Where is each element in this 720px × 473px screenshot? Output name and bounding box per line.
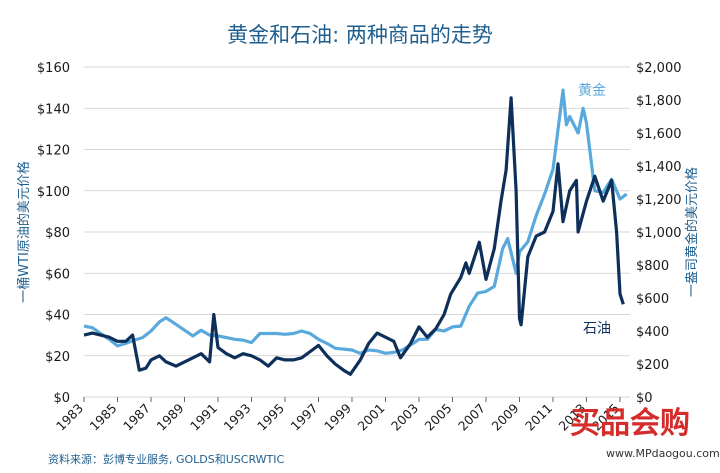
oil-line bbox=[83, 96, 625, 376]
x-tick-label: 2011 bbox=[522, 401, 555, 434]
x-tick-label: 1989 bbox=[154, 400, 187, 433]
right-tick-label: $1,600 bbox=[636, 127, 682, 142]
left-tick-label: $100 bbox=[37, 185, 70, 200]
right-tick-label: $400 bbox=[636, 325, 669, 340]
x-tick-label: 1999 bbox=[321, 400, 354, 433]
x-tick-label: 1985 bbox=[87, 401, 120, 434]
gold-line bbox=[83, 88, 628, 355]
right-tick-label: $0 bbox=[636, 391, 653, 406]
left-tick-label: $60 bbox=[45, 267, 70, 282]
watermark-url: www.MPdaogou.com bbox=[606, 447, 720, 460]
x-axis-ticks: 1983 1985 1987 1989 1991 1993 1995 1997 1999 2001… bbox=[53, 397, 622, 434]
right-tick-label: $600 bbox=[636, 292, 669, 307]
right-tick-label: $1,400 bbox=[636, 160, 682, 175]
chart-title: 黄金和石油: 两种商品的走势 bbox=[227, 23, 493, 47]
x-tick-label: 1991 bbox=[187, 401, 220, 434]
source-note: 资料来源：彭博专业服务, GOLDS和USCRWTIC bbox=[48, 452, 285, 466]
x-tick-label: 2007 bbox=[455, 401, 488, 434]
x-tick-label: 1997 bbox=[287, 401, 320, 434]
right-tick-label: $800 bbox=[636, 259, 669, 274]
x-tick-label: 2005 bbox=[421, 401, 454, 434]
right-tick-label: $2,000 bbox=[636, 61, 682, 76]
right-axis-ticks: $0 $200 $400 $600 $800 $1,000 $1,200 $1,400 $1,6… bbox=[636, 61, 682, 406]
watermark-brand: 买品会购 bbox=[570, 406, 690, 441]
x-tick-label: 2009 bbox=[488, 400, 521, 433]
left-tick-label: $0 bbox=[53, 391, 70, 406]
x-tick-label: 2003 bbox=[388, 401, 421, 434]
left-tick-label: $40 bbox=[45, 309, 70, 324]
watermark: 买品会购 www.MPdaogou.com bbox=[570, 406, 720, 460]
right-tick-label: $1,000 bbox=[636, 226, 682, 241]
left-tick-label: $80 bbox=[45, 226, 70, 241]
left-axis-ticks: $0 $20 $40 $60 $80 $100 $120 $140 $160 bbox=[37, 61, 70, 406]
oil-series-label: 石油 bbox=[583, 321, 611, 337]
series-lines bbox=[83, 88, 628, 376]
left-tick-label: $120 bbox=[37, 144, 70, 159]
left-tick-label: $160 bbox=[37, 61, 70, 76]
x-tick-label: 2001 bbox=[354, 401, 387, 434]
right-tick-label: $200 bbox=[636, 358, 669, 373]
x-tick-label: 1993 bbox=[221, 401, 254, 434]
x-tick-label: 1987 bbox=[120, 401, 153, 434]
gold-series-label: 黄金 bbox=[578, 82, 606, 99]
right-tick-label: $1,800 bbox=[636, 94, 682, 109]
right-tick-label: $1,200 bbox=[636, 193, 682, 208]
right-axis-label: 一盎司黄金的美元价格 bbox=[684, 167, 700, 297]
left-tick-label: $20 bbox=[45, 350, 70, 365]
x-tick-label: 1995 bbox=[254, 401, 287, 434]
left-tick-label: $140 bbox=[37, 102, 70, 117]
gridlines bbox=[84, 66, 630, 398]
left-axis-label: 一桶WTI原油的美元价格 bbox=[16, 161, 32, 303]
